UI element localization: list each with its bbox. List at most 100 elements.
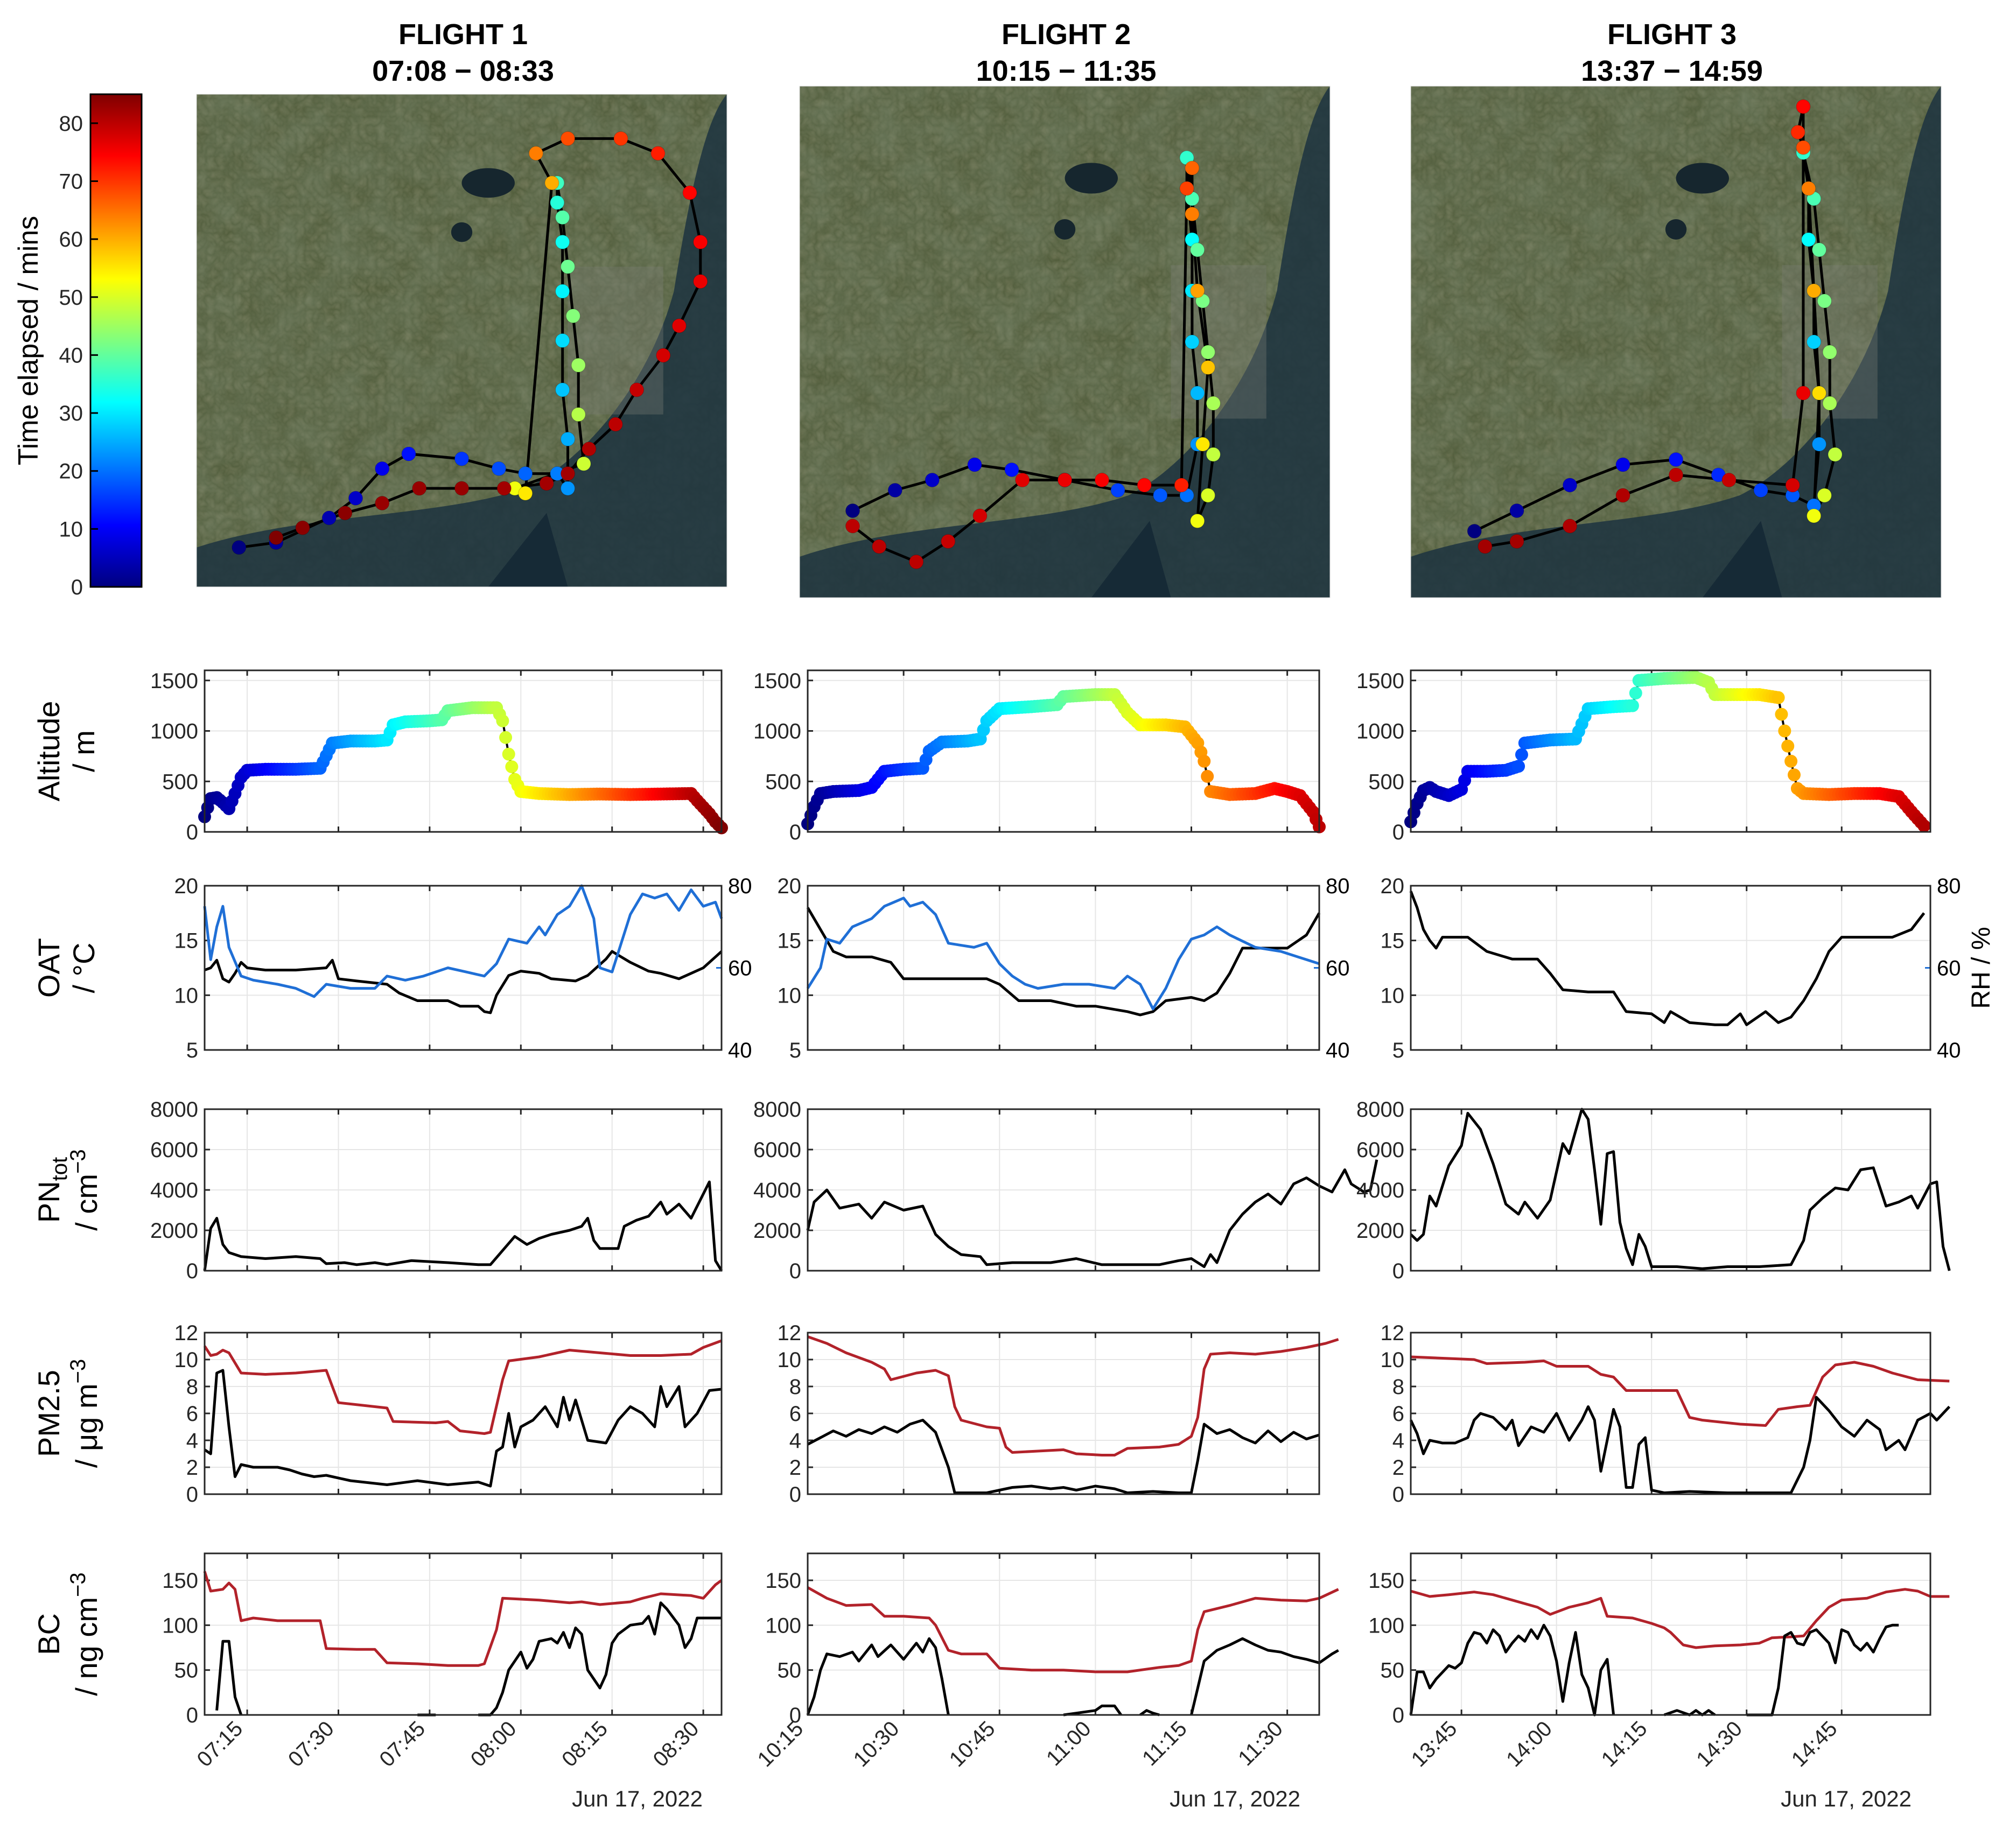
y-tick-label: 4000 xyxy=(1356,1179,1404,1202)
map-track-point xyxy=(1200,360,1215,375)
colorbar-tick-label: 50 xyxy=(59,286,83,310)
x-tick-label: 14:15 xyxy=(1597,1717,1652,1771)
oat-axis-label-line1: OAT xyxy=(32,938,66,998)
colorbar-tick-label: 10 xyxy=(59,517,83,541)
y-tick-label: 150 xyxy=(765,1569,801,1593)
y-tick-label: 10 xyxy=(1381,1348,1405,1372)
y-tick-label: 0 xyxy=(789,1483,801,1507)
y2-tick-label: 80 xyxy=(1937,874,1961,898)
map-flight-track xyxy=(851,156,1215,563)
map-track-point xyxy=(550,195,565,210)
map-track-point xyxy=(375,461,390,476)
map-track-point xyxy=(518,466,533,481)
flight-2-altitude-axes: 0 500 1000 1500 xyxy=(753,669,1326,844)
map-track-point xyxy=(1796,99,1811,114)
plot-background xyxy=(808,1553,1319,1715)
map-lake xyxy=(461,168,515,198)
map-track-point xyxy=(1828,447,1843,462)
y-tick-label: 4 xyxy=(1392,1429,1404,1453)
y-tick-label: 20 xyxy=(778,874,802,898)
map-track-point xyxy=(629,382,645,397)
y-tick-label: 500 xyxy=(162,770,198,794)
map-track-point xyxy=(887,483,902,498)
map-track-point xyxy=(925,473,940,487)
y-tick-label: 8000 xyxy=(753,1098,801,1122)
y-tick-label: 20 xyxy=(174,874,199,898)
y-tick-label: 4 xyxy=(186,1429,198,1453)
flight-2-oat-rh-axes: 5 10 15 20 40 60 80 xyxy=(778,874,1350,1062)
map-track-point xyxy=(1509,503,1524,518)
bc-axis-label-unit: / ng cm xyxy=(69,1597,103,1696)
oat-series xyxy=(1409,891,1926,1026)
bc-axis-label-line2: / ng cm−3 xyxy=(66,1572,103,1696)
y-tick-label: 0 xyxy=(1392,1259,1404,1283)
x-tick-label: 14:45 xyxy=(1787,1717,1842,1771)
map-track-point xyxy=(1822,396,1837,411)
map-track-point xyxy=(845,519,860,534)
x-tick-label: 08:00 xyxy=(466,1717,521,1771)
map-track-point xyxy=(544,176,559,191)
map-track-point xyxy=(909,555,924,569)
map-track-point xyxy=(454,481,469,496)
map-track-point xyxy=(1190,514,1205,528)
y-tick-label: 5 xyxy=(1392,1039,1404,1062)
map-track-point xyxy=(269,530,284,545)
flight-2-date-label: Jun 17, 2022 xyxy=(1170,1786,1300,1811)
map-track-point xyxy=(321,510,337,526)
altitude-axis-label-line2: / m xyxy=(67,730,101,772)
map-track-point xyxy=(845,503,860,518)
y-tick-label: 0 xyxy=(1392,821,1404,844)
flight-2-time-range: 10:15 − 11:35 xyxy=(976,55,1157,87)
plot-frame xyxy=(204,669,723,833)
y-tick-label: 500 xyxy=(1368,770,1404,794)
y2-tick-label: 60 xyxy=(728,957,752,980)
map-track-point xyxy=(565,309,580,324)
colorbar-tick-label: 0 xyxy=(71,576,83,599)
plot-background xyxy=(205,670,722,832)
altitude-point xyxy=(1629,687,1642,700)
map-track-point xyxy=(1200,488,1215,503)
map-track-point xyxy=(555,210,570,225)
plot-frame xyxy=(204,1552,723,1716)
x-tick-label: 11:15 xyxy=(1138,1717,1192,1770)
rh-series xyxy=(806,897,1320,1011)
altitude-point xyxy=(1512,760,1525,773)
x-tick-label: 08:30 xyxy=(649,1717,704,1771)
map-estuary xyxy=(488,513,568,587)
plot-frame xyxy=(1410,885,1931,1051)
map-frame xyxy=(799,86,1331,598)
plot-frame xyxy=(204,1108,723,1272)
plot-background xyxy=(1411,670,1930,832)
flight-2-pm25-axes: 0 2 4 6 8 10 12 xyxy=(778,1321,1339,1507)
y-tick-label: 1500 xyxy=(1356,669,1404,693)
flight-1-title: FLIGHT 1 xyxy=(398,18,528,51)
map-track-point xyxy=(1807,283,1822,298)
y-tick-label: 4000 xyxy=(150,1179,198,1202)
map-track-point xyxy=(1058,473,1072,487)
colorbar-tick-label: 20 xyxy=(59,460,83,484)
y-tick-label: 10 xyxy=(1381,984,1405,1007)
reference-series xyxy=(807,1586,1339,1673)
map-track-point xyxy=(1811,386,1826,401)
map-track-point xyxy=(571,358,586,373)
map-estuary xyxy=(1091,521,1171,598)
map-track-point xyxy=(412,481,427,496)
plot-frame xyxy=(807,1332,1320,1495)
colorbar-gradient xyxy=(89,93,143,588)
map-lake xyxy=(1065,163,1118,194)
y-tick-label: 5 xyxy=(186,1039,198,1062)
y2-tick-label: 60 xyxy=(1326,957,1350,980)
plot-frame xyxy=(204,1332,723,1495)
altitude-point xyxy=(1775,708,1788,721)
measured-series xyxy=(806,1159,1378,1268)
y-tick-label: 6 xyxy=(186,1402,198,1426)
rh-axis-label: RH / % xyxy=(1967,927,1996,1008)
measured-series xyxy=(1663,1709,1716,1717)
y-tick-label: 6000 xyxy=(753,1138,801,1162)
flight-1-date-label: Jun 17, 2022 xyxy=(572,1786,703,1811)
flight-3-pm25-axes: 0 2 4 6 8 10 12 xyxy=(1381,1321,1951,1507)
altitude-point xyxy=(502,747,515,761)
measured-series xyxy=(1409,1396,1951,1494)
x-tick-label: 08:15 xyxy=(557,1717,612,1771)
map-track-point xyxy=(1785,478,1800,493)
